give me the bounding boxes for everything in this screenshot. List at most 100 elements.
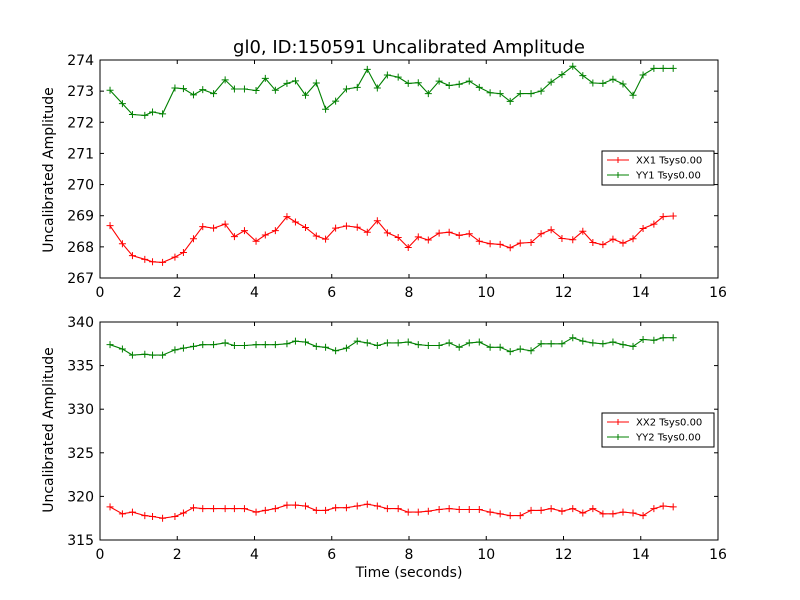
bottom-series-yy2-point [141, 350, 149, 358]
top-series-yy1-point [619, 80, 627, 88]
top-series-yy1-point [312, 79, 320, 87]
bottom-series-xx2-point [414, 508, 422, 516]
top-x-tick-label: 4 [250, 285, 259, 301]
top-series-xx1-point [404, 243, 412, 251]
top-series-xx1-point [486, 240, 494, 248]
top-series-xx1-point [312, 232, 320, 240]
bottom-series-yy2-point [353, 337, 361, 345]
bottom-series-xx2-point [383, 505, 391, 513]
bottom-series-yy2-point [179, 344, 187, 352]
bottom-series-xx2-point [106, 503, 114, 511]
bottom-series-xx2-point [373, 502, 381, 510]
top-series-xx1-point [159, 258, 167, 266]
bottom-series-yy2-point [332, 347, 340, 355]
bottom-series-yy2-point [252, 341, 260, 349]
top-series-yy1-line [109, 65, 674, 116]
bottom-y-tick-label: 320 [67, 489, 94, 505]
top-series-yy1-point [650, 64, 658, 72]
bottom-series-xx2-point [363, 500, 371, 508]
bottom-series-yy2-point [558, 340, 566, 348]
bottom-series-xx2-point [516, 512, 524, 520]
top-series-yy1-point [210, 90, 218, 98]
top-series-yy1-point [414, 79, 422, 87]
bottom-series-xx2-point [506, 512, 514, 520]
bottom-series-xx2-point [475, 505, 483, 513]
top-x-tick-label: 10 [477, 285, 495, 301]
bottom-series-yy2-point [455, 343, 463, 351]
top-series-yy1-point [547, 78, 555, 86]
bottom-series-xx2-point [404, 508, 412, 516]
top-series-yy1-point [639, 71, 647, 79]
top-x-tick-label: 0 [96, 285, 105, 301]
bottom-series-yy2-point [230, 342, 238, 350]
bottom-series-yy2-point [445, 339, 453, 347]
bottom-series-yy2-point [283, 340, 291, 348]
top-series-yy1-point [455, 80, 463, 88]
bottom-x-tick-label: 0 [96, 547, 105, 563]
bottom-series-yy2-point [171, 346, 179, 354]
bottom-series-yy2-point [669, 334, 677, 342]
top-series-yy1-point [363, 65, 371, 73]
bottom-x-axis-label: Time (seconds) [355, 565, 463, 581]
top-series-yy1-point [465, 77, 473, 85]
top-series-yy1-point [558, 71, 566, 79]
bottom-x-tick-label: 2 [173, 547, 182, 563]
top-series-yy1-point [240, 85, 248, 93]
top-series-yy1-point [106, 86, 114, 94]
top-series-xx1-point [363, 228, 371, 236]
top-series-yy1-point [283, 79, 291, 87]
top-series-yy1-point [342, 85, 350, 93]
top-y-tick-label: 271 [67, 146, 94, 162]
top-series-xx1-point [599, 241, 607, 249]
bottom-series-xx2-point [558, 507, 566, 515]
top-series-yy1-point [609, 75, 617, 83]
top-y-tick-label: 274 [67, 53, 94, 69]
bottom-series-xx2-point [210, 505, 218, 513]
top-series-xx1-point [179, 248, 187, 256]
top-series-xx1-point [579, 227, 587, 235]
top-series-yy1-point [179, 85, 187, 93]
top-series-xx1-point [118, 240, 126, 248]
bottom-series-xx2-point [435, 505, 443, 513]
top-series-xx1-point [261, 231, 269, 239]
bottom-series-xx2-point [537, 506, 545, 514]
top-series-xx1-point [527, 238, 535, 246]
top-series-xx1-point [301, 224, 309, 232]
top-x-tick-label: 6 [327, 285, 336, 301]
top-x-tick-label: 2 [173, 285, 182, 301]
bottom-legend-xx2-marker [615, 419, 621, 425]
top-series-yy1-point [475, 83, 483, 91]
top-series-yy1-point [506, 97, 514, 105]
top-series-yy1-point [373, 84, 381, 92]
top-series-xx1-point [322, 235, 330, 243]
bottom-series-xx2-point [353, 502, 361, 510]
top-y-tick-label: 268 [67, 240, 94, 256]
top-series-xx1-point [639, 224, 647, 232]
top-series-xx1-point [424, 236, 432, 244]
bottom-series-xx2-point [128, 508, 136, 516]
top-series-xx1-point [659, 213, 667, 221]
top-series-yy1-point [149, 108, 157, 116]
top-series-xx1-point [445, 228, 453, 236]
bottom-series-yy2-point [619, 341, 627, 349]
top-series-xx1-point [414, 233, 422, 241]
top-series-xx1-point [516, 239, 524, 247]
top-x-tick-label: 12 [555, 285, 573, 301]
bottom-series-xx2-point [312, 506, 320, 514]
bottom-series-xx2-point [291, 501, 299, 509]
bottom-series-xx2-point [199, 505, 207, 513]
bottom-series-xx2-point [579, 509, 587, 517]
top-series-yy1-point [230, 85, 238, 93]
top-series-yy1-point [159, 110, 167, 118]
bottom-x-tick-label: 8 [405, 547, 414, 563]
bottom-series-xx2-point [639, 512, 647, 520]
bottom-x-tick-label: 10 [477, 547, 495, 563]
bottom-legend-yy2-marker [615, 434, 621, 440]
bottom-series-yy2-point [159, 351, 167, 359]
top-series-xx1-point [537, 230, 545, 238]
top-chart-title: gl0, ID:150591 Uncalibrated Amplitude [233, 37, 585, 58]
bottom-series-yy2-point [424, 342, 432, 350]
bottom-series-yy2-point [383, 339, 391, 347]
bottom-series-xx2-point [569, 505, 577, 513]
top-y-axis-label: Uncalibrated Amplitude [41, 87, 57, 253]
